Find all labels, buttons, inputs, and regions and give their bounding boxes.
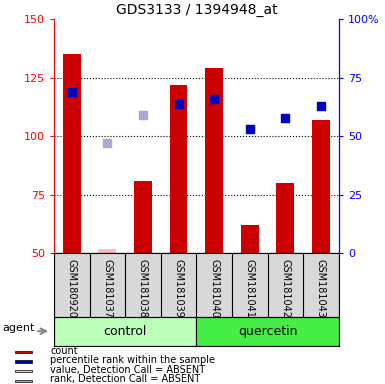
Bar (99, 249, 116, 253)
Bar (170, 85, 187, 253)
Point (282, 114, 288, 121)
Text: rank, Detection Call = ABSENT: rank, Detection Call = ABSENT (50, 374, 200, 384)
Bar (134, 181, 152, 253)
Bar (15, 351, 32, 353)
Text: GSM180920: GSM180920 (67, 258, 77, 318)
Point (176, 101, 182, 107)
Title: GDS3133 / 1394948_at: GDS3133 / 1394948_at (116, 3, 277, 17)
Text: value, Detection Call = ABSENT: value, Detection Call = ABSENT (50, 365, 205, 375)
Point (247, 126, 253, 132)
Point (104, 140, 110, 146)
Text: GSM181042: GSM181042 (280, 258, 290, 318)
Text: count: count (50, 346, 78, 356)
Text: quercetin: quercetin (238, 325, 297, 338)
Bar (15, 361, 32, 363)
Bar (196, 317, 339, 346)
Bar (205, 68, 223, 253)
Text: GSM181041: GSM181041 (245, 258, 255, 318)
Text: GSM181040: GSM181040 (209, 258, 219, 318)
Text: percentile rank within the sample: percentile rank within the sample (50, 355, 215, 365)
Bar (15, 380, 32, 382)
Text: GSM181039: GSM181039 (174, 258, 184, 318)
Bar (63, 55, 80, 253)
Bar (241, 225, 259, 253)
Text: GSM181043: GSM181043 (316, 258, 326, 318)
Text: control: control (104, 325, 147, 338)
Bar (312, 120, 330, 253)
Point (69, 89, 75, 95)
Bar (276, 183, 294, 253)
Point (318, 103, 324, 109)
Point (140, 112, 146, 118)
Bar (54, 317, 196, 346)
Bar (15, 370, 32, 372)
Text: GSM181037: GSM181037 (102, 258, 112, 318)
Text: GSM181038: GSM181038 (138, 258, 148, 318)
Text: agent: agent (3, 323, 35, 333)
Point (211, 96, 217, 102)
